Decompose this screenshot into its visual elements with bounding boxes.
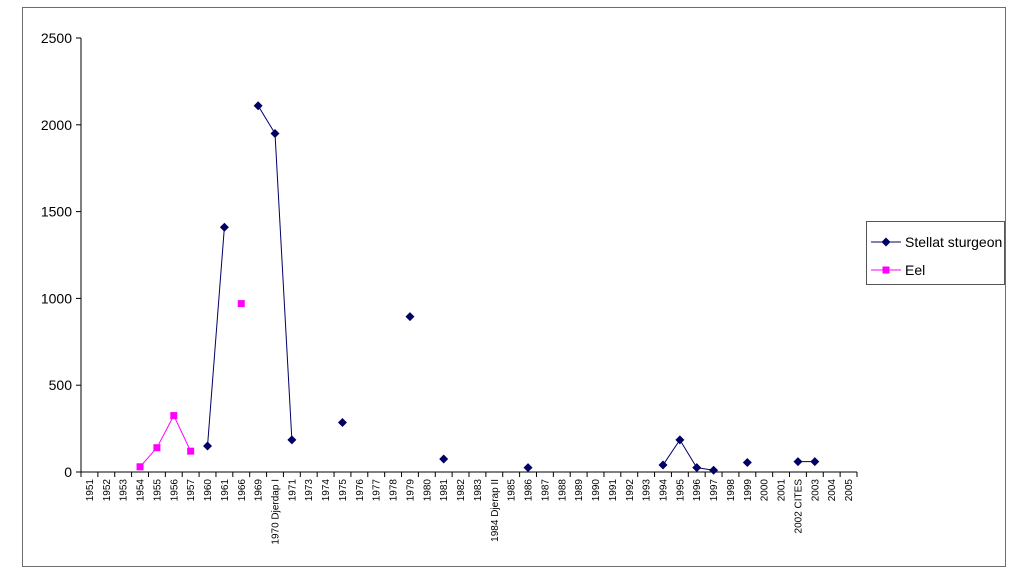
series-line-segment xyxy=(156,415,175,448)
series-line-segment xyxy=(257,105,276,134)
x-tick-label: 2001 xyxy=(777,479,788,502)
data-point xyxy=(237,300,245,308)
x-tick-label: 1975 xyxy=(338,479,349,502)
chart-frame xyxy=(22,7,1006,567)
x-tick-label: 1979 xyxy=(405,479,416,502)
legend-item-eel: Eel xyxy=(871,260,925,280)
x-tick-label: 1994 xyxy=(659,479,670,502)
series-line-segment xyxy=(274,133,293,440)
x-tick-label: 1951 xyxy=(85,479,96,502)
y-tick-label: 500 xyxy=(49,377,73,393)
data-point xyxy=(793,457,803,467)
x-tick-label: 1957 xyxy=(186,479,197,502)
x-tick-label: 2005 xyxy=(844,479,855,502)
x-tick-label: 1982 xyxy=(456,479,467,502)
square-marker-icon xyxy=(871,266,901,274)
data-point xyxy=(270,128,280,138)
x-tick-label: 1980 xyxy=(422,479,433,502)
data-point xyxy=(170,412,178,420)
x-tick-label: 1998 xyxy=(726,479,737,502)
data-point xyxy=(675,435,685,445)
x-tick-label: 1955 xyxy=(152,479,163,502)
y-tick-label: 1000 xyxy=(41,290,72,306)
data-point xyxy=(203,441,213,451)
y-tick-label: 2000 xyxy=(41,117,72,133)
data-point xyxy=(136,463,144,471)
y-tick-label: 2500 xyxy=(41,30,72,46)
legend-item-stellat-sturgeon: Stellat sturgeon xyxy=(871,232,1002,252)
diamond-marker-icon xyxy=(871,237,901,247)
x-tick-label: 1970 Djerdap I xyxy=(271,479,282,545)
data-point xyxy=(153,444,161,452)
x-tick-label: 1952 xyxy=(102,479,113,502)
y-tick-label: 1500 xyxy=(41,204,72,220)
data-point xyxy=(287,435,297,445)
x-tick-label: 1960 xyxy=(203,479,214,502)
x-tick-label: 1992 xyxy=(625,479,636,502)
x-tick-label: 1984 Djerap II xyxy=(490,479,501,542)
x-tick-label: 2002 CITES xyxy=(793,479,804,534)
data-point xyxy=(219,222,229,232)
data-point xyxy=(658,460,668,470)
x-tick-label: 1974 xyxy=(321,479,332,502)
legend: Stellat sturgeon Eel xyxy=(866,221,1005,285)
legend-label: Eel xyxy=(905,262,926,278)
x-tick-label: 1971 xyxy=(287,479,298,502)
series-line-segment xyxy=(662,439,681,466)
x-tick-label: 1985 xyxy=(507,479,518,502)
x-tick-label: 1986 xyxy=(524,479,535,502)
series-line-segment xyxy=(207,227,225,446)
x-tick-label: 1999 xyxy=(743,479,754,502)
data-point xyxy=(692,463,702,473)
x-tick-label: 1996 xyxy=(692,479,703,502)
data-point xyxy=(337,418,347,428)
x-tick-label: 1978 xyxy=(389,479,400,502)
series-line-segment xyxy=(679,439,698,468)
x-tick-label: 1969 xyxy=(254,479,265,502)
x-tick-label: 1997 xyxy=(709,479,720,502)
data-point xyxy=(709,465,719,475)
x-tick-label: 1966 xyxy=(237,479,248,502)
legend-label: Stellat sturgeon xyxy=(905,234,1003,250)
x-tick-label: 1983 xyxy=(473,479,484,502)
data-point xyxy=(187,447,195,455)
x-tick-label: 1988 xyxy=(557,479,568,502)
data-point xyxy=(810,457,820,467)
data-point xyxy=(742,457,752,467)
data-point xyxy=(439,454,449,464)
x-tick-label: 1973 xyxy=(304,479,315,502)
x-tick-label: 1954 xyxy=(136,479,147,502)
data-point xyxy=(253,101,263,111)
x-tick-label: 1993 xyxy=(642,479,653,502)
x-tick-label: 2003 xyxy=(810,479,821,502)
x-tick-label: 1976 xyxy=(355,479,366,502)
x-tick-label: 1987 xyxy=(540,479,551,502)
data-point xyxy=(405,312,415,322)
x-tick-label: 1977 xyxy=(372,479,383,502)
x-tick-label: 1961 xyxy=(220,479,231,502)
x-tick-label: 1995 xyxy=(675,479,686,502)
x-tick-label: 1953 xyxy=(119,479,130,502)
data-point xyxy=(523,463,533,473)
x-tick-label: 1981 xyxy=(439,479,450,502)
x-tick-label: 2004 xyxy=(827,479,838,502)
x-tick-label: 1989 xyxy=(574,479,585,502)
series-line-segment xyxy=(173,415,192,452)
x-tick-label: 1956 xyxy=(169,479,180,502)
x-tick-label: 2000 xyxy=(760,479,771,502)
x-tick-label: 1990 xyxy=(591,479,602,502)
y-tick-label: 0 xyxy=(64,464,72,480)
x-tick-label: 1991 xyxy=(608,479,619,502)
